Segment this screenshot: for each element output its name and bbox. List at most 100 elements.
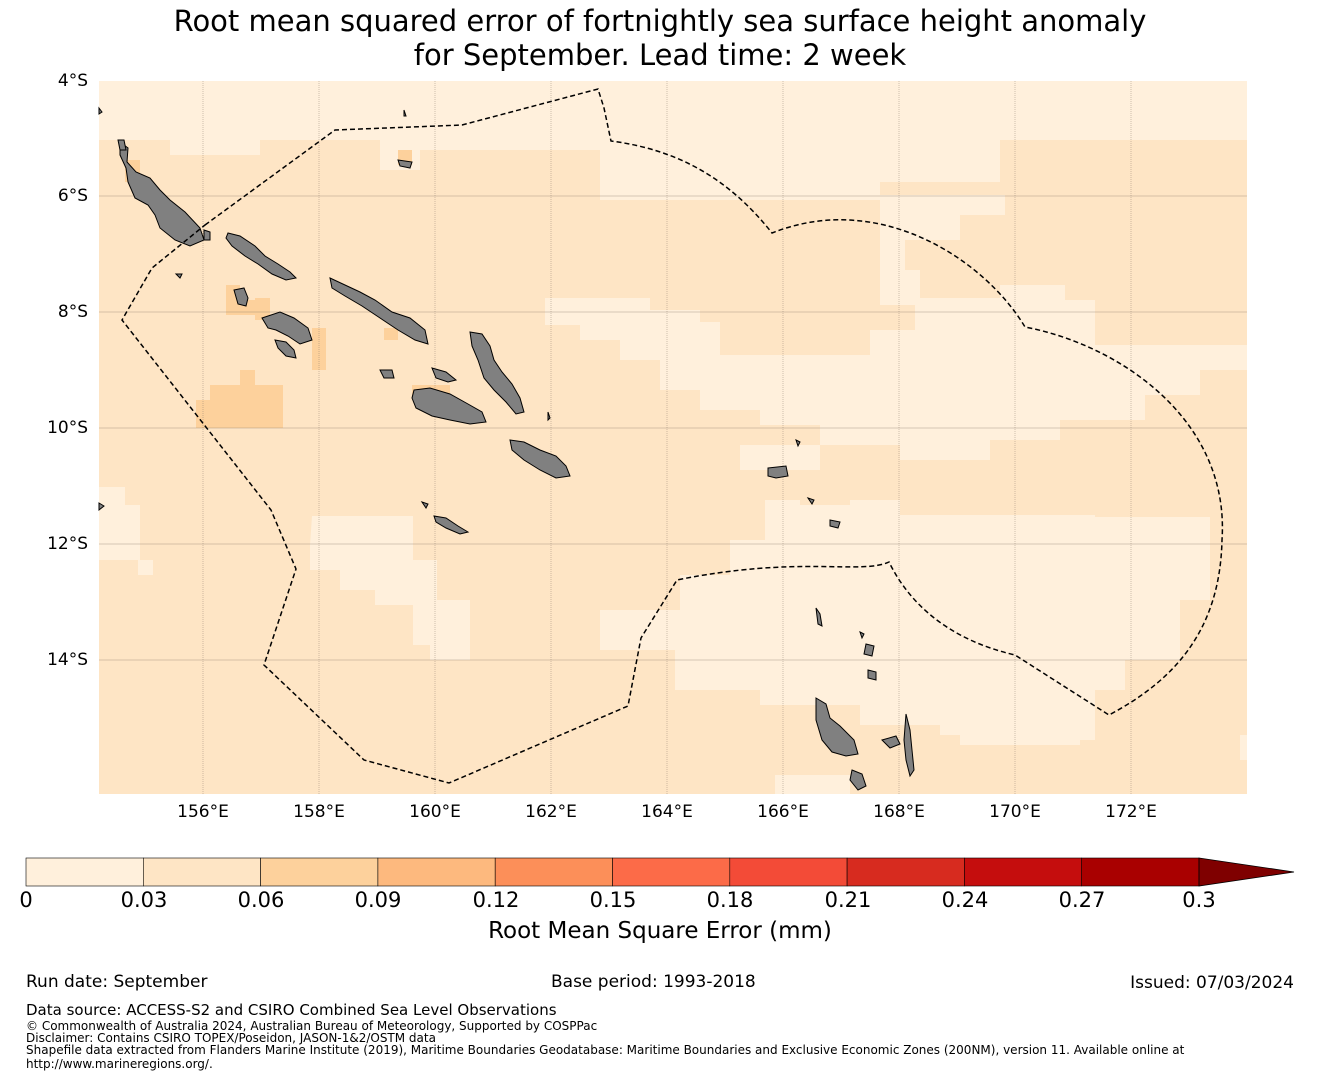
lon-label-170e: 170°E xyxy=(989,802,1041,822)
rmse-low-zone-west xyxy=(99,487,140,560)
disclaimer: Disclaimer: Contains CSIRO TOPEX/Poseido… xyxy=(26,1031,436,1045)
rmse-low-zone-band xyxy=(600,500,1210,745)
colorbar-tick-0-03: 0.03 xyxy=(120,888,168,912)
chart-title: Root mean squared error of fortnightly s… xyxy=(0,4,1320,72)
eez-boundaries xyxy=(121,88,1224,784)
colorbar-swatch-4 xyxy=(494,857,613,887)
colorbar-tick-0-09: 0.09 xyxy=(354,888,402,912)
colorbar-swatch-5 xyxy=(612,857,731,887)
russell-islands xyxy=(379,369,395,379)
colorbar-label: Root Mean Square Error (mm) xyxy=(488,918,832,944)
shapefile-url: http://www.marineregions.org/. xyxy=(26,1057,213,1071)
malekula-island xyxy=(881,735,901,749)
vella-lavella-island xyxy=(233,287,249,307)
rmse-high-zone-islands2 xyxy=(255,298,270,320)
reef-islets xyxy=(795,439,801,448)
choiseul-island xyxy=(225,232,298,281)
nendo-island xyxy=(767,465,789,479)
map-panel xyxy=(98,81,1247,794)
colorbar xyxy=(25,857,1295,887)
nggela-islet xyxy=(420,501,429,509)
lat-label-4s: 4°S xyxy=(57,71,88,91)
guadalcanal-island xyxy=(411,387,487,425)
rennell-island xyxy=(433,515,470,535)
data-source: Data source: ACCESS-S2 and CSIRO Combine… xyxy=(26,1001,557,1019)
santa-isabel-island xyxy=(329,277,429,345)
lon-label-166e: 166°E xyxy=(757,802,809,822)
rmse-low-zones xyxy=(99,81,1247,794)
rmse-low-zone-east xyxy=(545,195,1247,460)
lon-label-164e: 164°E xyxy=(641,802,693,822)
rmse-low-zone-center xyxy=(740,445,820,470)
rmse-low-zone-south xyxy=(1240,735,1247,760)
issued-date: Issued: 07/03/2024 xyxy=(1130,973,1294,993)
title-line-2: for September. Lead time: 2 week xyxy=(413,38,907,72)
rmse-low-zone-west2 xyxy=(138,560,153,575)
colorbar-tick-0-15: 0.15 xyxy=(589,888,637,912)
west-edge-islet xyxy=(98,106,103,115)
lon-label-168e: 168°E xyxy=(873,802,925,822)
colorbar-swatch-6 xyxy=(729,857,848,887)
gaua-island xyxy=(863,643,875,657)
lon-label-158e: 158°E xyxy=(293,802,345,822)
lon-label-160e: 160°E xyxy=(409,802,461,822)
colorbar-tick-0-18: 0.18 xyxy=(706,888,754,912)
colorbar-swatch-1 xyxy=(143,857,261,887)
lon-label-162e: 162°E xyxy=(525,802,577,822)
colorbar-swatch-0 xyxy=(25,857,144,887)
shapefile-credit: Shapefile data extracted from Flanders M… xyxy=(26,1043,1185,1057)
colorbar-tick-0-3: 0.3 xyxy=(1182,888,1216,912)
colorbar-swatch-7 xyxy=(846,857,965,887)
land-masses xyxy=(98,106,915,791)
lon-label-172e: 172°E xyxy=(1105,802,1157,822)
west-edge-islet2 xyxy=(98,502,105,512)
north-islets xyxy=(403,109,407,117)
copyright-notice: © Commonwealth of Australia 2024, Austra… xyxy=(26,1019,598,1033)
title-line-1: Root mean squared error of fortnightly s… xyxy=(173,4,1147,38)
colorbar-tick-0-21: 0.21 xyxy=(824,888,872,912)
map-gridlines xyxy=(99,195,1247,661)
lat-label-10s: 10°S xyxy=(47,418,88,438)
rendova-island xyxy=(274,339,297,359)
torres-islands xyxy=(815,607,823,627)
lat-label-6s: 6°S xyxy=(57,186,88,206)
lat-label-12s: 12°S xyxy=(47,534,88,554)
rmse-low-zone-south2 xyxy=(775,775,850,794)
colorbar-tick-0: 0 xyxy=(19,888,33,912)
lat-label-8s: 8°S xyxy=(57,302,88,322)
ontong-java-islet xyxy=(117,139,127,151)
base-period: Base period: 1993-2018 xyxy=(551,972,756,992)
duff-islets xyxy=(829,519,841,529)
solomon-islands-eez-boundary xyxy=(121,88,1224,784)
efate-north-island xyxy=(849,769,867,791)
colorbar-swatch-9 xyxy=(1081,857,1200,887)
florida-islands xyxy=(431,367,458,383)
colorbar-swatch-2 xyxy=(260,857,379,887)
makira-island xyxy=(509,439,571,479)
colorbar-swatch-3 xyxy=(377,857,496,887)
pentecost-island xyxy=(903,713,915,778)
rmse-high-zone-west xyxy=(196,370,283,428)
colorbar-tick-0-27: 0.27 xyxy=(1058,888,1106,912)
north-islets2 xyxy=(397,159,413,169)
colorbar-swatches xyxy=(25,857,1200,887)
lon-label-156e: 156°E xyxy=(177,802,229,822)
rmse-low-zone-north xyxy=(99,81,1247,200)
rmse-high-zone-islands4 xyxy=(384,328,398,340)
colorbar-extend-arrow xyxy=(1198,857,1295,887)
rmse-low-zone-southwest xyxy=(310,516,470,660)
sikaiana-islet xyxy=(547,411,551,422)
shortland-islands xyxy=(203,229,211,241)
malaita-island xyxy=(469,331,525,415)
banks-islets xyxy=(859,631,865,640)
lat-label-14s: 14°S xyxy=(47,650,88,670)
run-date: Run date: September xyxy=(26,972,208,992)
colorbar-tick-0-06: 0.06 xyxy=(237,888,285,912)
anuta-islet xyxy=(174,273,183,279)
colorbar-tick-0-12: 0.12 xyxy=(472,888,520,912)
vanua-lava-island xyxy=(867,669,877,681)
new-georgia-islands xyxy=(261,311,313,345)
colorbar-swatch-8 xyxy=(964,857,1083,887)
espiritu-santo-island xyxy=(815,697,859,757)
tikopia-islet xyxy=(806,497,815,505)
